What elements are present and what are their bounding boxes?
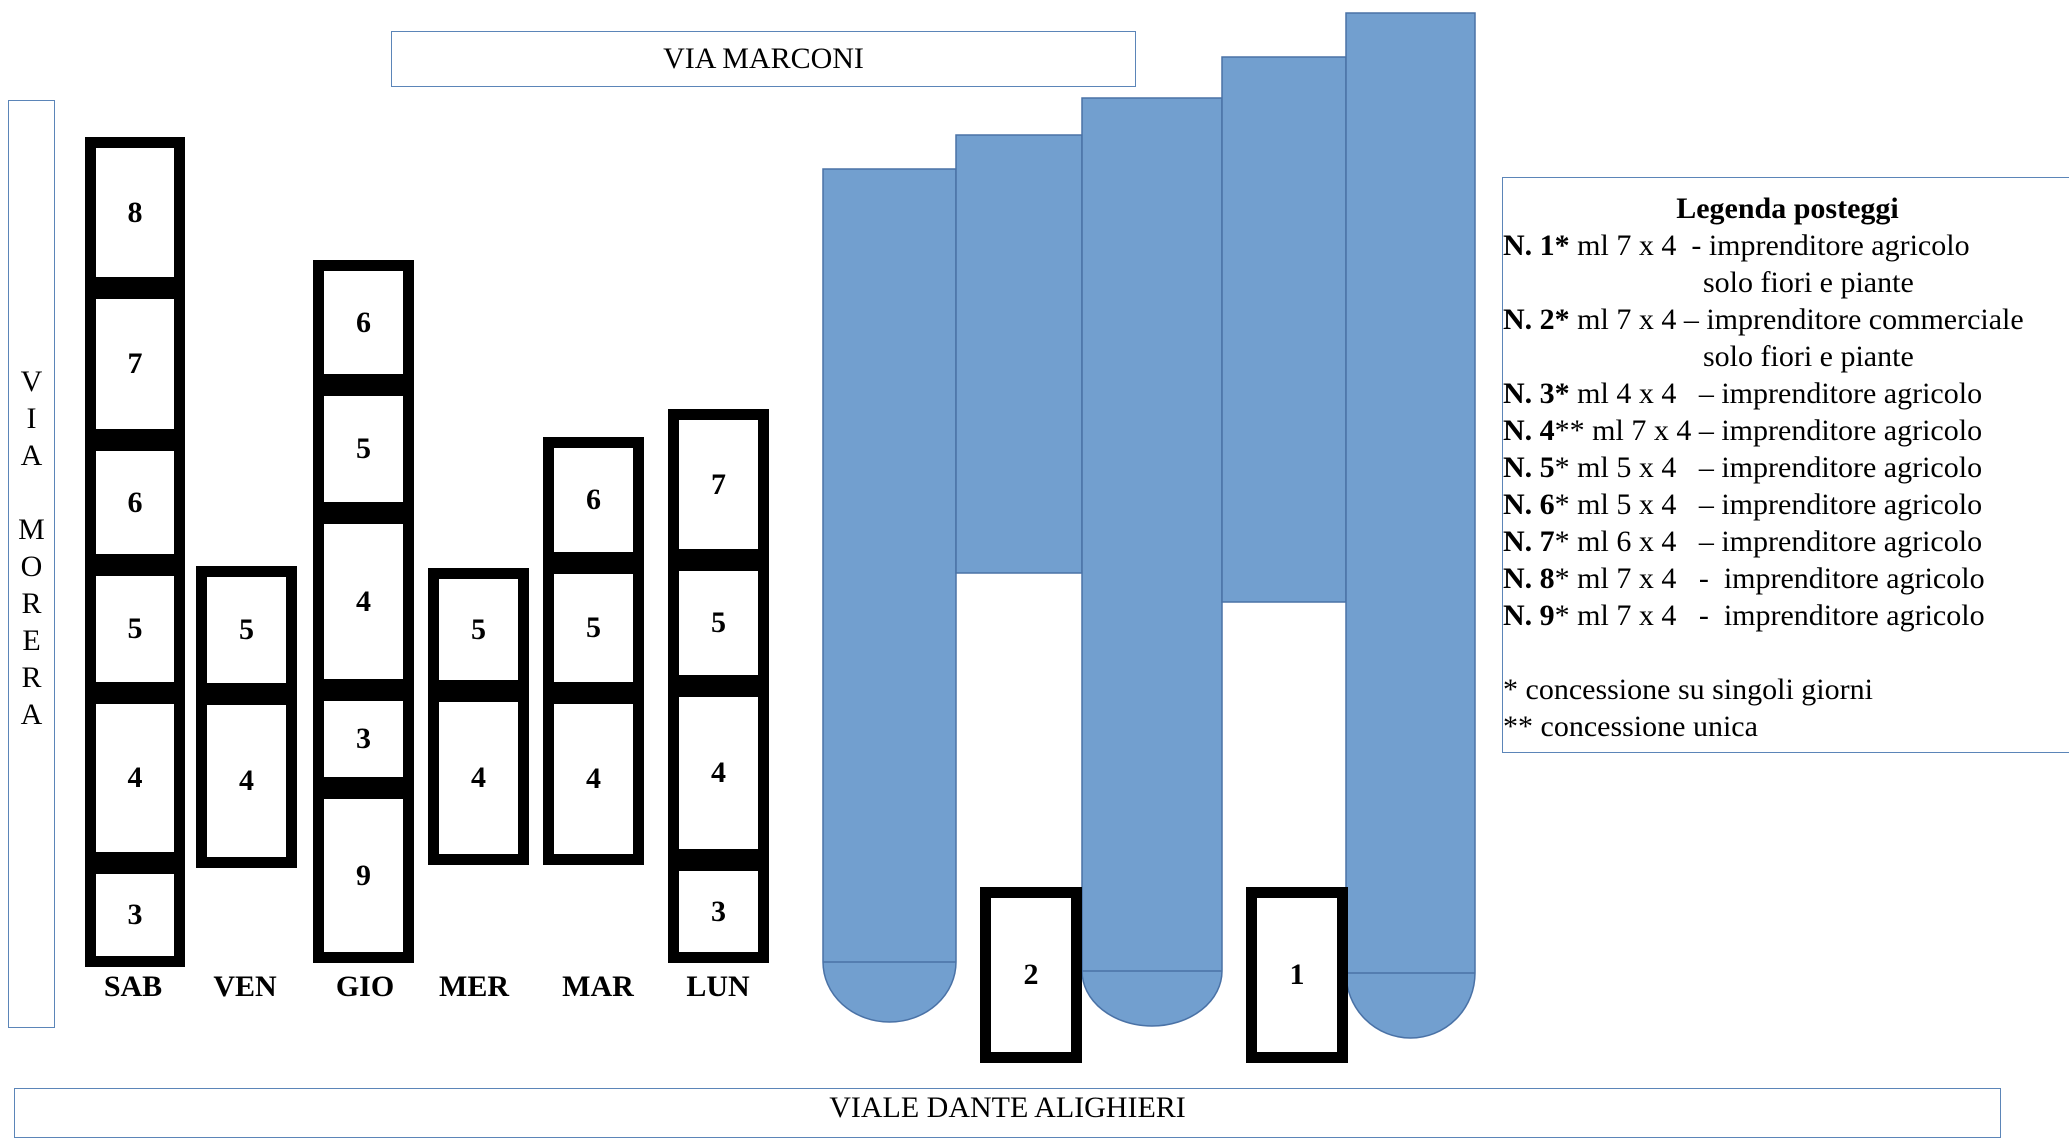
building-1 bbox=[822, 168, 957, 1023]
day-label-lun: LUN bbox=[686, 970, 750, 1003]
stall-sab-7: 7 bbox=[85, 288, 185, 440]
stall-gio-4: 4 bbox=[313, 513, 414, 690]
stall-mer-4: 4 bbox=[428, 691, 529, 865]
building-3 bbox=[1081, 97, 1223, 1027]
street-via-marconi: VIA MARCONI bbox=[391, 31, 1136, 87]
stall-sab-8: 8 bbox=[85, 137, 185, 288]
stall-lun-5: 5 bbox=[668, 560, 769, 686]
stall-fixed-2: 2 bbox=[980, 887, 1082, 1063]
legend-row-5: N. 5* ml 5 x 4 – imprenditore agricolo bbox=[1503, 451, 1983, 484]
legend-row-9: N. 9* ml 7 x 4 - imprenditore agricolo bbox=[1503, 599, 1985, 632]
day-label-sab: SAB bbox=[103, 970, 163, 1003]
stall-gio-9: 9 bbox=[313, 788, 414, 963]
legend-note-unique: ** concessione unica bbox=[1503, 710, 1758, 743]
stall-lun-4: 4 bbox=[668, 686, 769, 860]
street-via-morera: V I A M O R E R A bbox=[8, 100, 55, 1028]
legend-row-1-cont: solo fiori e piante bbox=[1703, 266, 1914, 299]
street-viale-dante-alighieri: VIALE DANTE ALIGHIERI bbox=[14, 1088, 2001, 1138]
stall-mar-6: 6 bbox=[543, 437, 644, 563]
legend-row-4: N. 4** ml 7 x 4 – imprenditore agricolo bbox=[1503, 414, 1983, 447]
legend-row-1: N. 1* ml 7 x 4 - imprenditore agricolo bbox=[1503, 229, 1970, 262]
stall-fixed-1: 1 bbox=[1246, 887, 1348, 1063]
street-via-marconi-label: VIA MARCONI bbox=[663, 42, 864, 75]
street-viale-dante-alighieri-label: VIALE DANTE ALIGHIERI bbox=[829, 1091, 1186, 1124]
stall-gio-6: 6 bbox=[313, 260, 414, 385]
building-5 bbox=[1345, 12, 1476, 1039]
legend-row-3: N. 3* ml 4 x 4 – imprenditore agricolo bbox=[1503, 377, 1983, 410]
legend-row-7: N. 7* ml 6 x 4 – imprenditore agricolo bbox=[1503, 525, 1983, 558]
stall-ven-5: 5 bbox=[196, 566, 297, 694]
building-4 bbox=[1221, 56, 1347, 603]
stall-gio-5: 5 bbox=[313, 385, 414, 513]
day-label-mer: MER bbox=[439, 970, 509, 1003]
stall-sab-3: 3 bbox=[85, 863, 185, 967]
day-label-mar: MAR bbox=[562, 970, 634, 1003]
legend-row-8: N. 8* ml 7 x 4 - imprenditore agricolo bbox=[1503, 562, 1985, 595]
building-2 bbox=[955, 134, 1083, 574]
legend-note-single-days: * concessione su singoli giorni bbox=[1503, 673, 1873, 706]
legend-row-6: N. 6* ml 5 x 4 – imprenditore agricolo bbox=[1503, 488, 1983, 521]
stall-lun-7: 7 bbox=[668, 409, 769, 560]
stall-sab-6: 6 bbox=[85, 440, 185, 565]
stall-mar-5: 5 bbox=[543, 563, 644, 693]
stall-ven-4: 4 bbox=[196, 694, 297, 868]
street-via-morera-label: V I A M O R E R A bbox=[18, 365, 45, 731]
stall-lun-3: 3 bbox=[668, 860, 769, 963]
stall-sab-4: 4 bbox=[85, 693, 185, 863]
day-label-gio: GIO bbox=[335, 970, 395, 1003]
stall-mer-5: 5 bbox=[428, 568, 529, 691]
legend-box: Legenda posteggi N. 1* ml 7 x 4 - impren… bbox=[1502, 177, 2069, 753]
stall-sab-5: 5 bbox=[85, 565, 185, 693]
legend-title: Legenda posteggi bbox=[1676, 192, 1899, 225]
legend-row-2: N. 2* ml 7 x 4 – imprenditore commercial… bbox=[1503, 303, 2024, 336]
legend-row-2-cont: solo fiori e piante bbox=[1703, 340, 1914, 373]
day-label-ven: VEN bbox=[213, 970, 277, 1003]
stall-gio-3: 3 bbox=[313, 690, 414, 788]
stall-mar-4: 4 bbox=[543, 693, 644, 865]
